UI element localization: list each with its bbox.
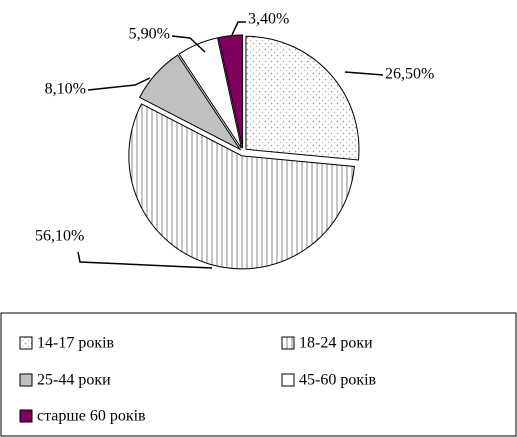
pie-slice (138, 54, 242, 151)
legend-swatch (281, 336, 295, 350)
legend-label: 45-60 років (299, 372, 377, 389)
legend-swatch (19, 336, 33, 350)
legend-label: 14-17 років (37, 335, 115, 352)
legend-label: старше 60 років (37, 408, 146, 425)
legend-swatch (19, 409, 33, 423)
data-label: 56,10% (35, 228, 84, 245)
data-label: 8,10% (45, 81, 86, 98)
data-label: 5,90% (129, 26, 170, 43)
data-label: 26,50% (385, 66, 434, 83)
leader-line (231, 21, 246, 36)
leader-line (87, 77, 151, 91)
legend-label: 25-44 роки (37, 372, 111, 389)
data-label: 3,40% (248, 11, 289, 28)
pie-slice (245, 35, 360, 161)
leader-line (77, 251, 213, 269)
legend-swatch (281, 373, 295, 387)
leader-line (344, 71, 384, 76)
pie-slice (128, 103, 355, 270)
legend-box (0, 312, 517, 437)
leader-line (171, 35, 206, 53)
legend-label: 18-24 роки (299, 335, 373, 352)
pie-slice (218, 34, 244, 149)
legend-swatch (19, 373, 33, 387)
